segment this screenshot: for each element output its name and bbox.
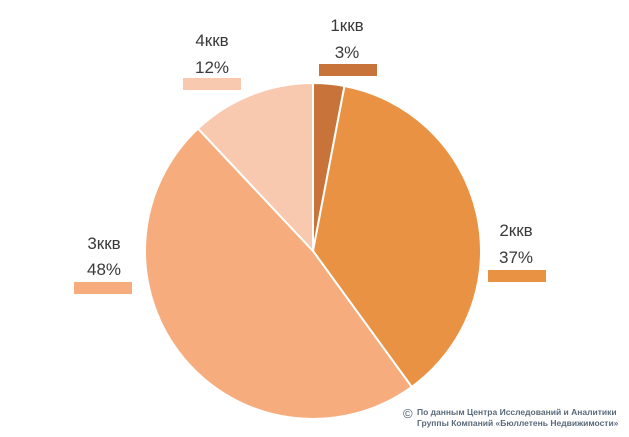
slice-labels: 1ккв 3% 2ккв 37% 3ккв 48% 4ккв 12% xyxy=(74,16,546,294)
slice-category-label: 4ккв xyxy=(195,31,228,50)
slice-category-label: 3ккв xyxy=(87,234,120,253)
source-line-1: По данным Центра Исследований и Аналитик… xyxy=(417,407,617,417)
pie-slices xyxy=(144,82,482,420)
slice-value-label: 48% xyxy=(87,260,121,279)
slice-value-label: 37% xyxy=(499,248,533,267)
pie-slice-3 xyxy=(144,127,413,420)
source-line-2: Группы Компаний «Бюллетень Недвижимости» xyxy=(417,418,619,428)
pie-slice-4 xyxy=(197,82,314,252)
legend-swatch xyxy=(488,270,546,282)
slice-category-label: 1ккв xyxy=(330,16,363,35)
pie-slice-2 xyxy=(312,84,482,388)
legend-swatch xyxy=(74,282,132,294)
copyright-icon: © xyxy=(403,406,413,421)
slice-value-label: 12% xyxy=(195,58,229,77)
legend-swatch xyxy=(183,78,241,90)
slice-value-label: 3% xyxy=(335,43,360,62)
source-note: © По данным Центра Исследований и Аналит… xyxy=(403,407,619,429)
legend-swatch xyxy=(319,64,377,76)
slice-category-label: 2ккв xyxy=(499,221,532,240)
